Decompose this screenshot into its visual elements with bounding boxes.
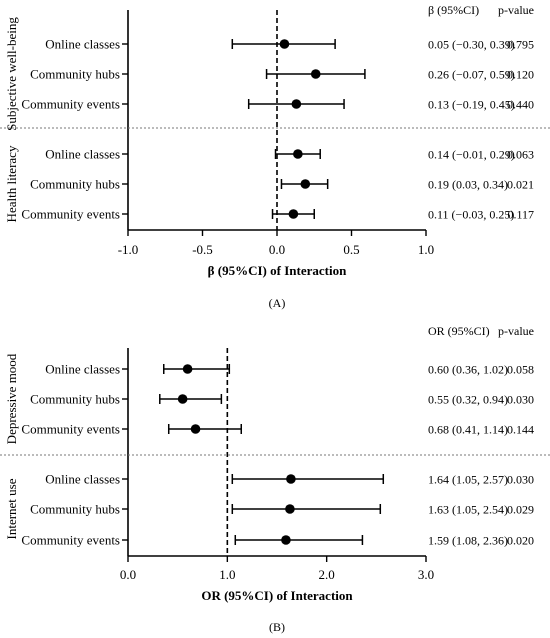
p-value-text: 0.030	[507, 473, 534, 487]
estimate-column-header: OR (95%CI)	[428, 324, 490, 338]
row-label: Community events	[21, 533, 120, 548]
estimate-ci-text: 0.05 (−0.30, 0.39)	[428, 38, 515, 52]
point-estimate	[285, 504, 295, 514]
row-label: Online classes	[45, 362, 120, 377]
x-tick-label: -0.5	[192, 242, 213, 257]
p-value-text: 0.440	[507, 98, 534, 112]
group-label: Subjective well-being	[4, 17, 19, 131]
p-value-text: 0.021	[507, 178, 534, 192]
group-label: Health literacy	[4, 145, 19, 222]
x-tick-label: 1.0	[219, 567, 235, 582]
estimate-ci-text: 0.26 (−0.07, 0.59)	[428, 68, 515, 82]
p-value-text: 0.144	[507, 423, 534, 437]
estimate-ci-text: 1.59 (1.08, 2.36)	[428, 534, 508, 548]
estimate-ci-text: 1.64 (1.05, 2.57)	[428, 473, 508, 487]
row-label: Community hubs	[30, 502, 120, 517]
x-tick-label: 0.0	[269, 242, 285, 257]
point-estimate	[288, 209, 299, 219]
group-label: Depressive mood	[4, 353, 19, 444]
p-value-column-header: p-value	[498, 3, 534, 17]
point-estimate	[300, 179, 311, 189]
p-value-text: 0.030	[507, 393, 534, 407]
x-axis-label: OR (95%CI) of Interaction	[201, 588, 353, 603]
row-label: Online classes	[45, 147, 120, 162]
row-label: Online classes	[45, 472, 120, 487]
estimate-ci-text: 0.19 (0.03, 0.34)	[428, 178, 508, 192]
p-value-text: 0.795	[507, 38, 534, 52]
group-label: Internet use	[4, 478, 19, 539]
estimate-ci-text: 0.68 (0.41, 1.14)	[428, 423, 508, 437]
x-tick-label: 2.0	[319, 567, 335, 582]
estimate-ci-text: 0.13 (−0.19, 0.45)	[428, 98, 515, 112]
point-estimate	[281, 535, 291, 545]
estimate-ci-text: 0.11 (−0.03, 0.25)	[428, 208, 514, 222]
panel-label: (B)	[269, 620, 285, 634]
p-value-column-header: p-value	[498, 324, 534, 338]
estimate-ci-text: 0.14 (−0.01, 0.29)	[428, 148, 515, 162]
point-estimate	[286, 474, 296, 484]
row-label: Community hubs	[30, 67, 120, 82]
row-label: Online classes	[45, 37, 120, 52]
x-tick-label: 0.0	[120, 567, 136, 582]
p-value-text: 0.029	[507, 503, 534, 517]
row-label: Community events	[21, 207, 120, 222]
point-estimate	[190, 424, 201, 434]
estimate-ci-text: 0.60 (0.36, 1.02)	[428, 363, 508, 377]
p-value-text: 0.063	[507, 148, 534, 162]
x-tick-label: -1.0	[118, 242, 139, 257]
estimate-column-header: β (95%CI)	[428, 3, 479, 17]
p-value-text: 0.058	[507, 363, 534, 377]
p-value-text: 0.117	[507, 208, 534, 222]
x-tick-label: 3.0	[418, 567, 434, 582]
point-estimate	[279, 39, 290, 49]
estimate-ci-text: 0.55 (0.32, 0.94)	[428, 393, 508, 407]
estimate-ci-text: 1.63 (1.05, 2.54)	[428, 503, 508, 517]
point-estimate	[293, 149, 303, 159]
panel-label: (A)	[269, 296, 286, 310]
p-value-text: 0.120	[507, 68, 534, 82]
row-label: Community events	[21, 97, 120, 112]
x-tick-label: 0.5	[343, 242, 359, 257]
row-label: Community events	[21, 422, 120, 437]
row-label: Community hubs	[30, 177, 120, 192]
point-estimate	[291, 99, 302, 109]
row-label: Community hubs	[30, 392, 120, 407]
point-estimate	[310, 69, 321, 79]
x-axis-label: β (95%CI) of Interaction	[208, 263, 347, 278]
p-value-text: 0.020	[507, 534, 534, 548]
point-estimate	[182, 364, 193, 374]
x-tick-label: 1.0	[418, 242, 434, 257]
point-estimate	[177, 394, 188, 404]
